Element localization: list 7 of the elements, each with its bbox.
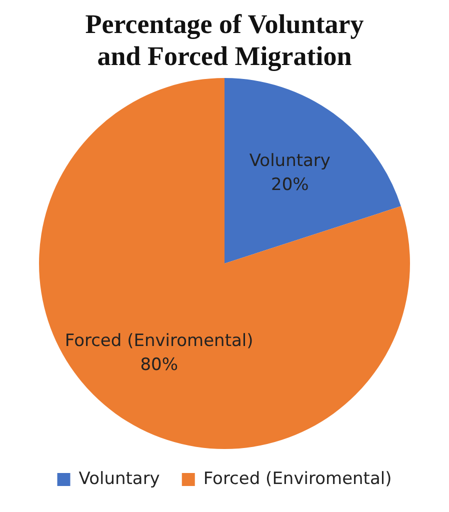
slice-label: Voluntary: [249, 150, 330, 171]
chart-title: Percentage of Voluntary and Forced Migration: [84, 8, 365, 72]
data-label: 80%: [140, 354, 178, 375]
data-label: 20%: [271, 174, 309, 195]
legend-label: Voluntary: [78, 468, 160, 489]
legend-label: Forced (Enviromental): [203, 468, 392, 489]
slice-label: Forced (Enviromental): [64, 330, 254, 351]
